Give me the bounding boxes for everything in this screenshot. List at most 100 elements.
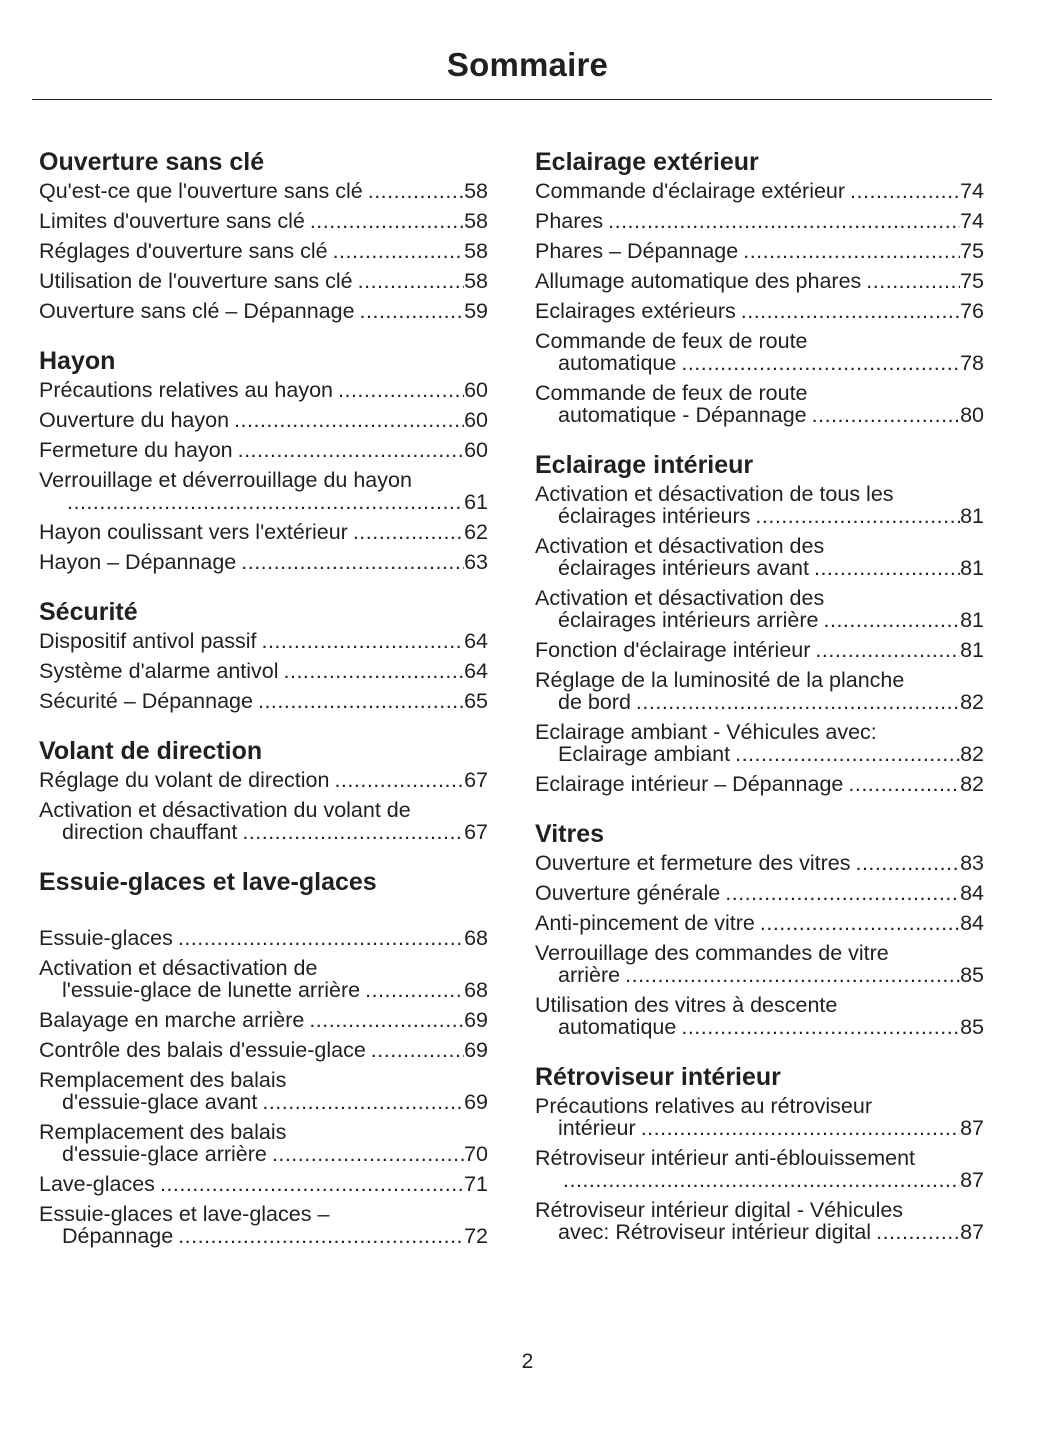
toc-page-number[interactable]: 80 (960, 403, 984, 427)
toc-entry[interactable]: Ouverture générale 84 (535, 882, 984, 904)
toc-entry-title: Verrouillage et déverrouillage du hayon (39, 468, 412, 492)
toc-entry[interactable]: Réglage de la luminosité de la planche de… (535, 669, 984, 713)
toc-page-number[interactable]: 70 (464, 1142, 488, 1166)
toc-entry[interactable]: Ouverture du hayon 60 (39, 409, 488, 431)
toc-page-number[interactable]: 87 (960, 1168, 984, 1192)
toc-entry[interactable]: Commande de feux de route automatique - D… (535, 382, 984, 426)
toc-page-number[interactable]: 69 (464, 1090, 488, 1114)
toc-entry[interactable]: Eclairage intérieur – Dépannage 82 (535, 773, 984, 795)
toc-page-number[interactable]: 58 (464, 209, 488, 233)
toc-page-number[interactable]: 76 (960, 299, 984, 323)
toc-page-number[interactable]: 74 (960, 209, 984, 233)
toc-entry[interactable]: Activation et désactivation du volant de… (39, 799, 488, 843)
toc-page-number[interactable]: 59 (464, 299, 488, 323)
toc-page-number[interactable]: 63 (464, 550, 488, 574)
dot-leader (279, 660, 465, 682)
toc-entry[interactable]: Réglage du volant de direction 67 (39, 769, 488, 791)
toc-entry[interactable]: Verrouillage et déverrouillage du hayon 6… (39, 469, 488, 513)
toc-entry[interactable]: Ouverture et fermeture des vitres 83 (535, 852, 984, 874)
toc-page-number[interactable]: 82 (960, 742, 984, 766)
toc-entry[interactable]: Verrouillage des commandes de vitre arriè… (535, 942, 984, 986)
toc-entry[interactable]: Réglages d'ouverture sans clé 58 (39, 240, 488, 262)
toc-entry[interactable]: Hayon coulissant vers l'extérieur 62 (39, 521, 488, 543)
toc-page-number[interactable]: 84 (960, 881, 984, 905)
toc-entry[interactable]: Activation et désactivation des éclairage… (535, 535, 984, 579)
toc-page-number[interactable]: 71 (464, 1172, 488, 1196)
toc-entry[interactable]: Lave-glaces 71 (39, 1173, 488, 1195)
toc-page-number[interactable]: 81 (960, 608, 984, 632)
toc-page-number[interactable]: 69 (464, 1038, 488, 1062)
toc-page-number[interactable]: 87 (960, 1116, 984, 1140)
toc-page-number[interactable]: 81 (960, 638, 984, 662)
toc-page-number[interactable]: 78 (960, 351, 984, 375)
toc-entry[interactable]: Ouverture sans clé – Dépannage 59 (39, 300, 488, 322)
toc-page-number[interactable]: 58 (464, 179, 488, 203)
toc-page-number[interactable]: 81 (960, 556, 984, 580)
toc-page-number[interactable]: 81 (960, 504, 984, 528)
toc-entry[interactable]: Remplacement des balais d'essuie-glace av… (39, 1069, 488, 1113)
toc-entry[interactable]: Dispositif antivol passif 64 (39, 630, 488, 652)
toc-entry[interactable]: Limites d'ouverture sans clé 58 (39, 210, 488, 232)
toc-entry[interactable]: Hayon – Dépannage 63 (39, 551, 488, 573)
toc-entry[interactable]: Eclairages extérieurs 76 (535, 300, 984, 322)
toc-page-number[interactable]: 65 (464, 689, 488, 713)
toc-page-number[interactable]: 60 (464, 408, 488, 432)
toc-entry[interactable]: Précautions relatives au hayon 60 (39, 379, 488, 401)
toc-page-number[interactable]: 84 (960, 911, 984, 935)
toc-page-number[interactable]: 67 (464, 820, 488, 844)
toc-entry[interactable]: Balayage en marche arrière 69 (39, 1009, 488, 1031)
toc-page-number[interactable]: 58 (464, 269, 488, 293)
toc-page-number[interactable]: 87 (960, 1220, 984, 1244)
toc-page-number[interactable]: 68 (464, 926, 488, 950)
toc-page-number[interactable]: 83 (960, 851, 984, 875)
toc-entry[interactable]: Allumage automatique des phares 75 (535, 270, 984, 292)
toc-page-number[interactable]: 69 (464, 1008, 488, 1032)
toc-entry[interactable]: Utilisation des vitres à descente automat… (535, 994, 984, 1038)
toc-entry[interactable]: Anti-pincement de vitre 84 (535, 912, 984, 934)
toc-page-number[interactable]: 62 (464, 520, 488, 544)
toc-page-number[interactable]: 64 (464, 659, 488, 683)
toc-entry-title: automatique (558, 351, 677, 375)
toc-page-number[interactable]: 58 (464, 239, 488, 263)
toc-page-number[interactable]: 85 (960, 1015, 984, 1039)
toc-entry[interactable]: Activation et désactivation de tous les é… (535, 483, 984, 527)
toc-entry[interactable]: Système d'alarme antivol 64 (39, 660, 488, 682)
toc-entry[interactable]: Remplacement des balais d'essuie-glace ar… (39, 1121, 488, 1165)
toc-page-number[interactable]: 72 (464, 1224, 488, 1248)
toc-entry[interactable]: Fermeture du hayon 60 (39, 439, 488, 461)
toc-entry-line: Dépannage 72 (39, 1225, 488, 1247)
toc-entry[interactable]: Contrôle des balais d'essuie-glace 69 (39, 1039, 488, 1061)
toc-page-number[interactable]: 75 (960, 269, 984, 293)
toc-entry[interactable]: Rétroviseur intérieur digital - Véhicule… (535, 1199, 984, 1243)
toc-entry[interactable]: Phares 74 (535, 210, 984, 232)
toc-entry[interactable]: Sécurité – Dépannage 65 (39, 690, 488, 712)
toc-entry-line: Essuie-glaces et lave-glaces – (39, 1203, 488, 1225)
toc-page-number[interactable]: 67 (464, 768, 488, 792)
toc-page-number[interactable]: 68 (464, 978, 488, 1002)
toc-entry[interactable]: Utilisation de l'ouverture sans clé 58 (39, 270, 488, 292)
toc-entry-title: Utilisation de l'ouverture sans clé (39, 269, 353, 293)
toc-page-number[interactable]: 60 (464, 438, 488, 462)
toc-entry[interactable]: Activation et désactivation des éclairage… (535, 587, 984, 631)
toc-page-number[interactable]: 75 (960, 239, 984, 263)
toc-entry[interactable]: Essuie-glaces 68 (39, 927, 488, 949)
toc-entry[interactable]: Essuie-glaces et lave-glaces –Dépannage 7… (39, 1203, 488, 1247)
toc-entry[interactable]: Commande d'éclairage extérieur 74 (535, 180, 984, 202)
toc-entry[interactable]: Activation et désactivation de l'essuie-g… (39, 957, 488, 1001)
toc-entry-line: Balayage en marche arrière 69 (39, 1009, 488, 1031)
toc-entry-title: Ouverture du hayon (39, 408, 230, 432)
toc-page-number[interactable]: 82 (960, 690, 984, 714)
toc-entry[interactable]: Phares – Dépannage 75 (535, 240, 984, 262)
toc-entry[interactable]: Qu'est-ce que l'ouverture sans clé 58 (39, 180, 488, 202)
toc-entry[interactable]: Rétroviseur intérieur anti-éblouissement… (535, 1147, 984, 1191)
toc-page-number[interactable]: 61 (464, 490, 488, 514)
toc-entry[interactable]: Fonction d'éclairage intérieur 81 (535, 639, 984, 661)
toc-page-number[interactable]: 82 (960, 772, 984, 796)
toc-entry[interactable]: Précautions relatives au rétroviseur inté… (535, 1095, 984, 1139)
toc-page-number[interactable]: 60 (464, 378, 488, 402)
toc-page-number[interactable]: 85 (960, 963, 984, 987)
toc-page-number[interactable]: 74 (960, 179, 984, 203)
toc-page-number[interactable]: 64 (464, 629, 488, 653)
toc-entry[interactable]: Eclairage ambiant - Véhicules avec: Eclai… (535, 721, 984, 765)
